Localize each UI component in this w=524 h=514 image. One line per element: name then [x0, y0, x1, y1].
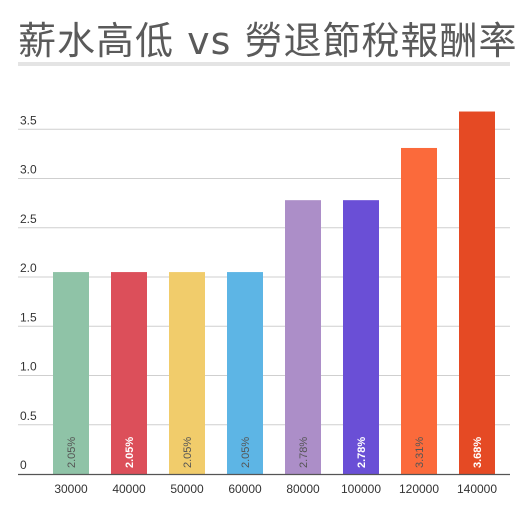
bars — [53, 111, 495, 475]
y-tick-label: 3.5 — [20, 113, 37, 127]
bar — [53, 272, 89, 474]
data-label: 2.05% — [182, 437, 194, 468]
bar — [459, 111, 495, 475]
y-axis-ticks: 0 0.5 1.0 1.5 2.0 2.5 3.0 3.5 — [20, 113, 37, 472]
data-label: 3.31% — [414, 437, 426, 468]
bar — [111, 272, 147, 474]
x-axis-ticks: 30000 40000 50000 60000 80000 100000 120000 140… — [54, 482, 497, 496]
y-tick-label: 0.5 — [20, 409, 37, 423]
y-tick-label: 0 — [20, 458, 27, 472]
bar — [401, 147, 437, 474]
y-tick-label: 1.0 — [20, 360, 37, 374]
data-labels: 2.05% 2.05% 2.05% 2.05% 2.78% 2.78% 3.31% 3.68% — [66, 437, 484, 468]
y-tick-label: 3.0 — [20, 163, 37, 177]
data-label: 2.05% — [66, 437, 78, 468]
chart-title: 薪水高低 vs 勞退節稅報酬率 — [18, 19, 518, 63]
bar — [227, 272, 263, 474]
data-label: 3.68% — [472, 437, 484, 468]
x-tick-label: 100000 — [341, 482, 381, 496]
data-label: 2.05% — [240, 437, 252, 468]
y-tick-label: 2.5 — [20, 212, 37, 226]
bar — [285, 200, 321, 475]
data-label: 2.78% — [356, 437, 368, 468]
x-tick-label: 120000 — [399, 482, 439, 496]
y-tick-label: 2.0 — [20, 261, 37, 275]
x-tick-label: 30000 — [54, 482, 88, 496]
bar — [169, 272, 205, 474]
data-label: 2.05% — [124, 437, 136, 468]
x-tick-label: 50000 — [170, 482, 204, 496]
data-label: 2.78% — [298, 437, 310, 468]
x-tick-label: 60000 — [228, 482, 262, 496]
x-tick-label: 140000 — [457, 482, 497, 496]
title-underline — [18, 62, 510, 66]
x-tick-label: 40000 — [112, 482, 146, 496]
bar — [343, 200, 379, 475]
x-tick-label: 80000 — [286, 482, 320, 496]
y-tick-label: 1.5 — [20, 310, 37, 324]
